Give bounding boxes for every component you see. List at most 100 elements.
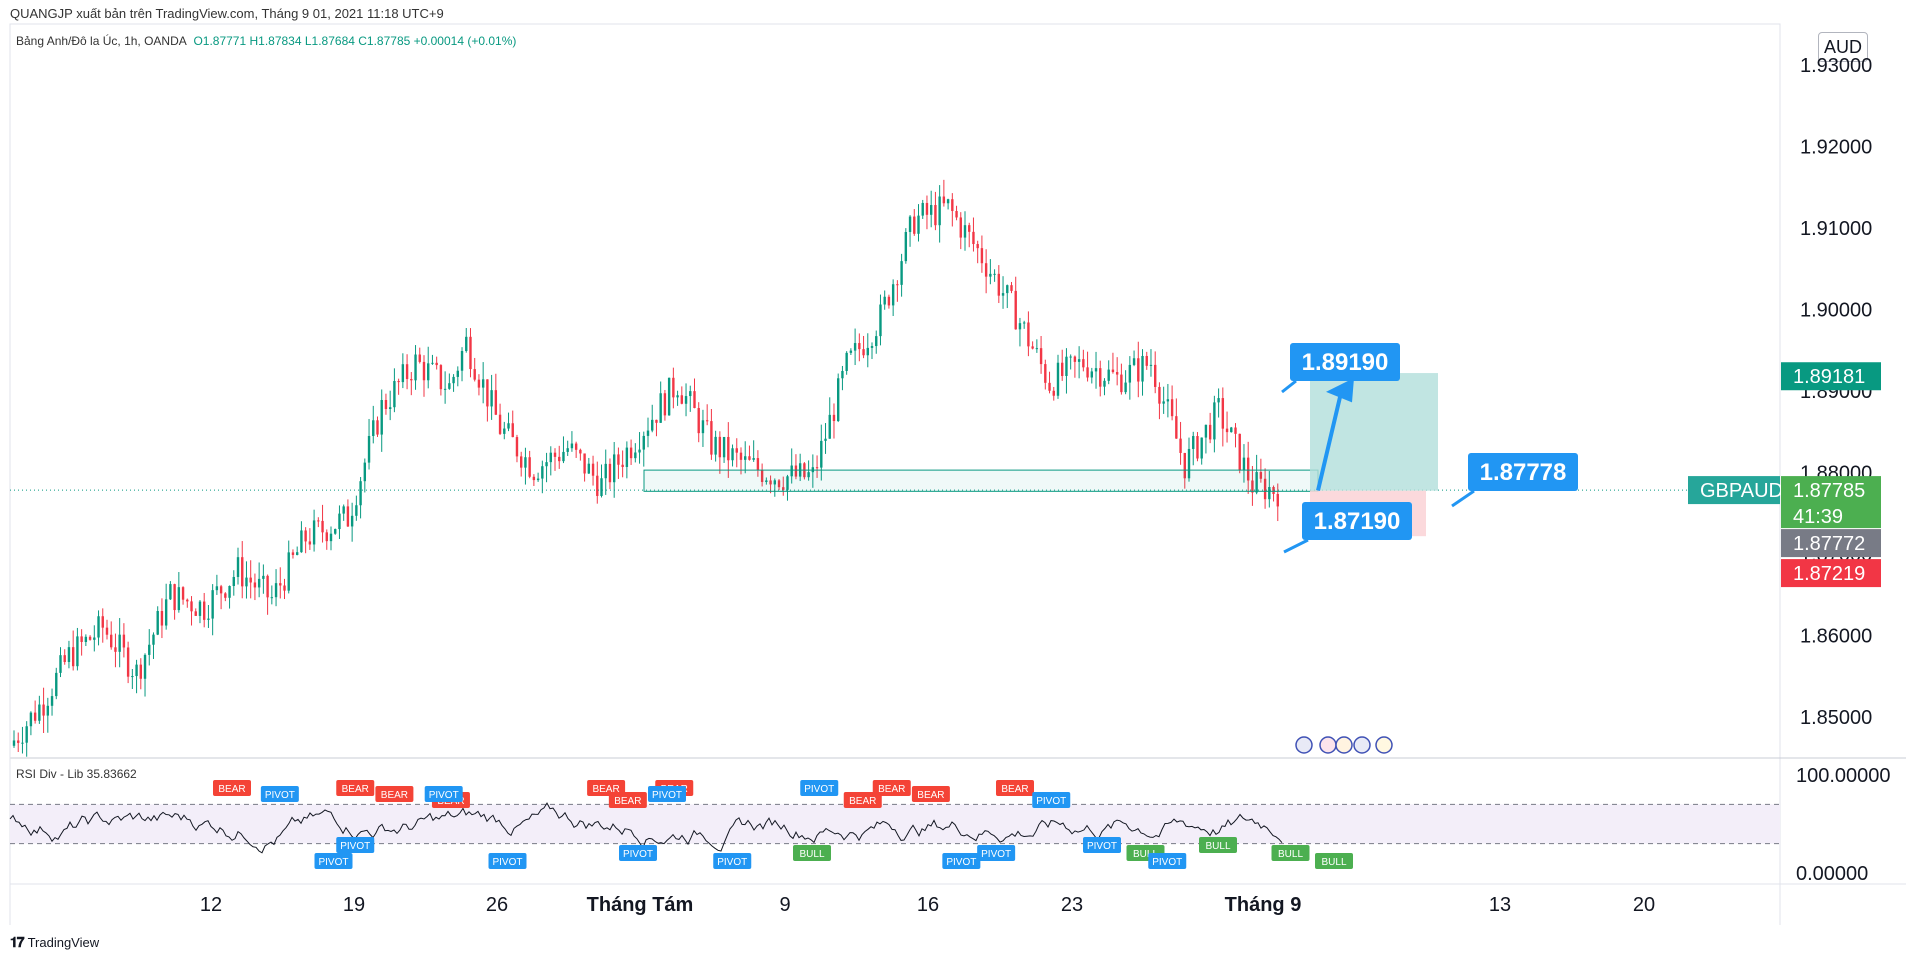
candle-body [465, 336, 468, 352]
rsi-tag-label: PIVOT [1087, 841, 1117, 852]
candle-body [993, 273, 996, 275]
candle-body [963, 225, 967, 238]
rsi-tag-bull [1199, 837, 1237, 853]
candle-body [849, 350, 853, 353]
stop-badge-label: 1.87219 [1793, 563, 1865, 585]
candle-body [896, 284, 899, 286]
candle-body [558, 456, 561, 462]
candle-body [629, 447, 633, 459]
rsi-tag-label: BEAR [218, 784, 245, 795]
candle-body [312, 520, 316, 545]
rsi-tag-bull [793, 845, 831, 861]
event-flag-icon[interactable] [1319, 736, 1337, 754]
candle-body [1124, 382, 1127, 393]
candle-body [1213, 402, 1216, 440]
candle-body [181, 587, 185, 600]
candle-body [211, 590, 214, 619]
target-callout-label: 1.89190 [1302, 349, 1389, 376]
entry-callout-label: 1.87778 [1480, 459, 1567, 486]
candle-body [638, 449, 641, 453]
candle-body [59, 655, 62, 673]
candle-body [1056, 362, 1060, 396]
event-flag-icon[interactable] [1335, 736, 1353, 754]
main-pane-border [9, 23, 1781, 759]
candle-body [536, 478, 540, 481]
candle-body [1154, 364, 1157, 387]
candle-body [308, 541, 312, 545]
candle-body [21, 742, 24, 744]
candle-body [431, 362, 434, 364]
rsi-tag-label: PIVOT [265, 790, 295, 801]
time-tick-label: 9 [779, 894, 790, 916]
candle-body [689, 391, 692, 397]
candle-body [481, 379, 485, 388]
event-flag-icon[interactable] [1375, 736, 1393, 754]
rsi-tag-pivot [648, 786, 686, 802]
candle-body [1192, 436, 1195, 449]
target-callout-box [1290, 343, 1400, 381]
rsi-tag-label: PIVOT [429, 790, 459, 801]
economic-events[interactable] [1295, 736, 1393, 754]
candle-body [511, 423, 514, 438]
candle-body [693, 391, 696, 409]
time-tick-label: 13 [1489, 894, 1511, 916]
candle-body [765, 480, 768, 482]
candle-body [224, 593, 227, 598]
candle-body [667, 377, 671, 416]
candle-body [634, 452, 637, 459]
currency-button[interactable]: AUD [1818, 32, 1868, 62]
candle-body [350, 515, 354, 527]
candle-body [824, 438, 827, 441]
rsi-tag-label: PIVOT [717, 857, 747, 868]
rsi-tag-label: PIVOT [318, 857, 348, 868]
candle-body [1001, 293, 1005, 296]
candle-body [207, 618, 210, 620]
candle-body [680, 395, 684, 404]
candle-body [346, 506, 350, 527]
candle-body [1061, 362, 1064, 376]
candle-body [469, 336, 472, 370]
last-price-label: 1.87785 [1793, 480, 1865, 502]
rsi-tag-bear [843, 792, 882, 808]
candle-body [1183, 452, 1186, 479]
candle-body [67, 647, 71, 662]
rsi-tag-label: BEAR [1001, 784, 1028, 795]
candle-body [946, 199, 950, 204]
candle-body [727, 436, 730, 461]
time-tick-label: 12 [200, 894, 222, 916]
candle-body [388, 407, 392, 410]
candle-body [384, 400, 388, 410]
candle-body [1006, 285, 1009, 294]
candle-body [1221, 398, 1225, 429]
candle-body [1268, 487, 1271, 500]
candle-body [1259, 472, 1263, 479]
candle-body [545, 462, 548, 467]
stop-badge-bg [1781, 559, 1881, 588]
candle-body [891, 284, 895, 306]
candle-body [828, 414, 831, 439]
candle-body [410, 379, 413, 381]
rsi-tag-label: PIVOT [340, 841, 370, 852]
candle-body [1014, 290, 1017, 330]
candle-body [164, 599, 168, 626]
candle-body [1048, 382, 1051, 391]
candle-body [253, 582, 257, 588]
rsi-tag-bear [375, 786, 414, 802]
rsi-tag-label: BULL [1278, 849, 1303, 860]
candle-body [33, 712, 37, 721]
time-tick-label: 16 [917, 894, 939, 916]
symbol-info: Bảng Anh/Đô la Úc, 1h, OANDA [16, 34, 187, 48]
rsi-tag-label: PIVOT [804, 784, 834, 795]
event-flag-icon[interactable] [1295, 736, 1313, 754]
candle-body [46, 705, 50, 716]
candle-body [473, 369, 476, 380]
candle-body [553, 452, 557, 457]
footer-brand[interactable]: 𝟏𝟕 TradingView [10, 934, 99, 951]
target-badge-bg [1781, 362, 1881, 391]
event-flag-icon[interactable] [1353, 736, 1371, 754]
candle-body [401, 364, 405, 383]
candle-body [1263, 478, 1267, 500]
candle-body [456, 370, 459, 377]
candle-body [203, 601, 206, 620]
